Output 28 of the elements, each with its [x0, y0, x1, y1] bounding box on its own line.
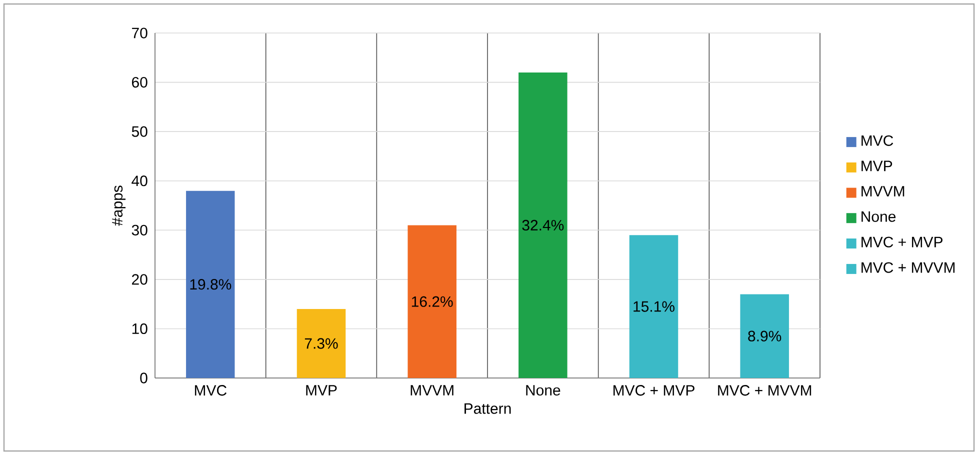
- annotation: 16.2%: [412, 296, 453, 307]
- y-tick-label: 0: [140, 372, 148, 384]
- annotation: 7.3%: [304, 338, 338, 349]
- annotation: 19.8%: [190, 279, 232, 290]
- legend-label: MVP: [862, 160, 892, 172]
- y-axis-title: #apps: [112, 186, 126, 226]
- x-tick-label: MVP: [306, 385, 337, 396]
- y-tick-label: 20: [132, 274, 148, 285]
- legend-label: None: [862, 211, 896, 222]
- x-tick-label: MVC + MVVM: [718, 385, 812, 396]
- legend-label: MVC + MVP: [862, 236, 942, 248]
- annotation: 8.9%: [748, 330, 782, 342]
- y-tick-label: 10: [132, 323, 148, 334]
- x-axis-title: Pattern: [464, 403, 511, 414]
- x-tick-label: MVC + MVP: [614, 385, 694, 396]
- annotation: 15.1%: [634, 301, 674, 312]
- annotation: 32.4%: [522, 220, 564, 231]
- x-tick-label: None: [526, 385, 560, 396]
- legend-label: MVC + MVVM: [862, 262, 955, 273]
- y-tick-label: 30: [132, 224, 148, 236]
- y-tick-label: 40: [132, 176, 148, 186]
- y-tick-label: 60: [132, 76, 148, 88]
- legend-label: MVVM: [862, 186, 904, 196]
- y-tick-label: 70: [132, 28, 148, 38]
- x-tick-label: MVVM: [410, 385, 454, 396]
- y-tick-label: 50: [132, 126, 148, 137]
- legend-label: MVC: [862, 135, 894, 146]
- x-tick-label: MVC: [194, 385, 227, 396]
